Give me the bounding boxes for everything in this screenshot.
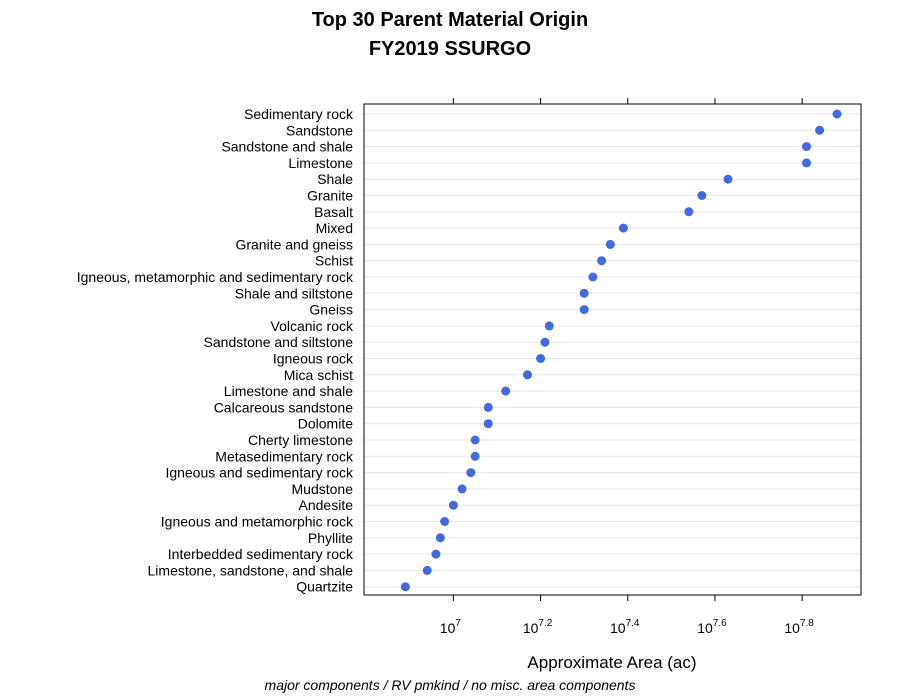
category-label: Basalt: [314, 204, 353, 220]
data-point: [435, 533, 445, 543]
category-label: Interbedded sedimentary rock: [168, 546, 354, 562]
data-point: [579, 305, 589, 315]
category-label: Sedimentary rock: [244, 106, 354, 122]
data-point: [579, 288, 589, 298]
data-point: [470, 435, 480, 445]
category-label: Igneous and sedimentary rock: [165, 465, 354, 481]
data-point: [400, 582, 410, 592]
category-label: Limestone and shale: [224, 383, 353, 399]
category-label: Metasedimentary rock: [215, 448, 354, 464]
category-label: Granite and gneiss: [235, 236, 353, 252]
chart-title: Top 30 Parent Material Origin: [312, 9, 588, 31]
data-point: [470, 451, 480, 461]
data-point: [422, 565, 432, 575]
category-label: Cherty limestone: [248, 432, 353, 448]
chart-note: major components / RV pmkind / no misc. …: [265, 677, 636, 693]
data-point: [440, 517, 450, 526]
category-label: Gneiss: [309, 302, 353, 318]
category-label: Shale: [317, 171, 353, 187]
x-axis-label: Approximate Area (ac): [527, 653, 696, 672]
data-point: [431, 549, 441, 559]
data-point: [536, 354, 546, 363]
x-axis-ticks: 107 107.2 107.4 107.6 107.8: [440, 98, 814, 636]
x-tick-label: 107.2: [523, 618, 553, 636]
x-tick-label: 107: [440, 618, 462, 636]
data-point: [802, 142, 812, 152]
category-label: Limestone: [288, 155, 353, 171]
category-label: Granite: [307, 188, 353, 204]
category-label: Sandstone and siltstone: [204, 334, 354, 350]
category-label: Igneous, metamorphic and sedimentary roc…: [77, 269, 354, 285]
chart-subtitle: FY2019 SSURGO: [369, 38, 531, 60]
category-label: Dolomite: [298, 416, 353, 432]
category-label: Shale and siltstone: [235, 285, 354, 301]
x-tick-label: 107.8: [784, 618, 814, 636]
data-point: [815, 125, 825, 135]
data-point: [448, 500, 458, 510]
data-point: [802, 158, 812, 168]
x-tick-label: 107.4: [610, 618, 640, 636]
grid-lines: [364, 113, 861, 588]
category-label: Sandstone and shale: [221, 139, 353, 155]
category-label: Volcanic rock: [271, 318, 354, 334]
category-label: Calcareous sandstone: [214, 399, 354, 415]
category-label: Mudstone: [292, 481, 354, 497]
data-point: [684, 207, 694, 217]
x-tick-label: 107.6: [697, 618, 727, 636]
data-point: [540, 337, 550, 347]
category-label: Mixed: [316, 220, 353, 236]
category-label: Igneous and metamorphic rock: [161, 514, 354, 530]
data-point: [723, 174, 733, 184]
category-label: Andesite: [299, 497, 354, 513]
data-point: [501, 386, 511, 396]
category-label: Sandstone: [286, 122, 353, 138]
data-point: [697, 191, 707, 200]
category-label: Schist: [315, 253, 353, 269]
category-label: Phyllite: [308, 530, 353, 546]
data-point: [544, 321, 554, 331]
plot-frame: [363, 103, 862, 596]
data-point: [597, 256, 607, 266]
data-point: [466, 468, 476, 478]
category-label: Mica schist: [284, 367, 353, 383]
data-point: [618, 223, 628, 233]
category-label: Quartzite: [296, 579, 353, 595]
data-point: [605, 239, 615, 249]
data-point: [588, 272, 598, 282]
data-point: [522, 370, 532, 380]
data-point: [483, 402, 493, 412]
category-label: Limestone, sandstone, and shale: [148, 562, 354, 578]
category-label: Igneous rock: [273, 351, 354, 367]
data-points: [400, 109, 842, 592]
data-point: [457, 484, 467, 494]
data-point: [483, 419, 493, 429]
data-point: [832, 109, 842, 119]
